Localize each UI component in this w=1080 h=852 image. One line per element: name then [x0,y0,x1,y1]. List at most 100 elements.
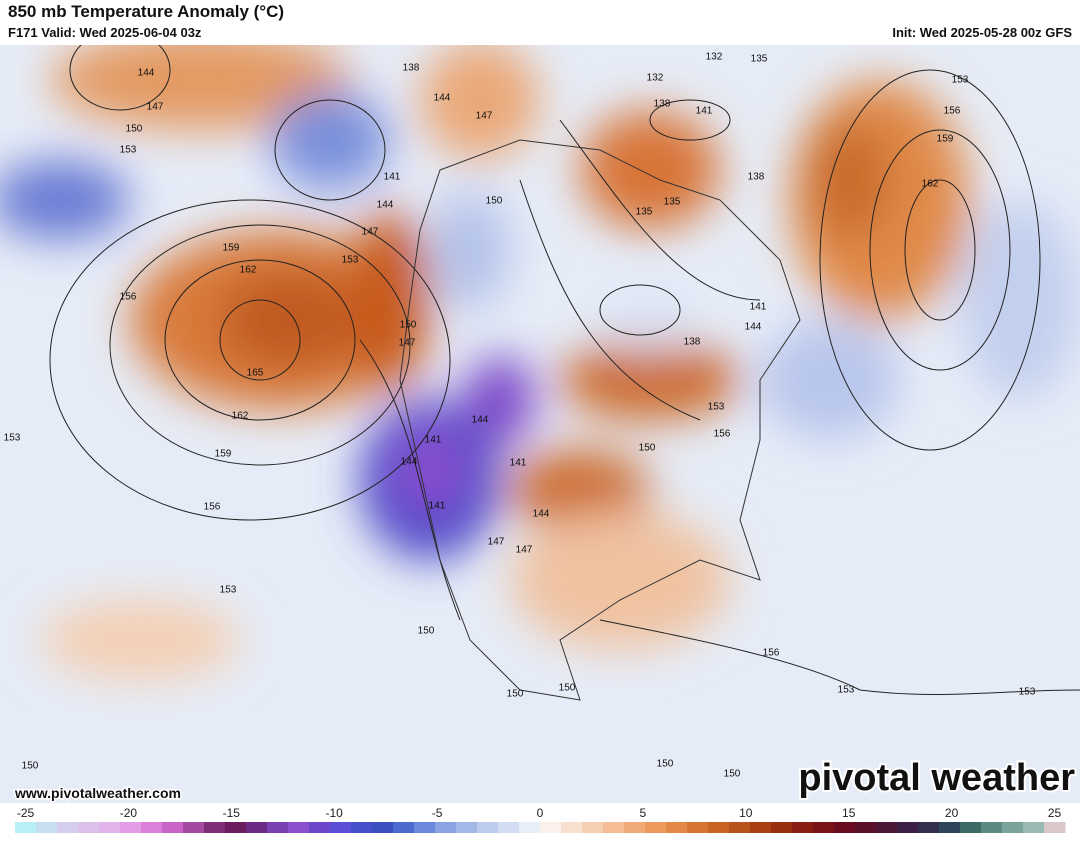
contour-label: 153 [4,433,21,444]
colorbar-swatch [771,822,793,833]
map [0,45,1080,803]
colorbar-swatch [288,822,310,833]
colorbar-swatch [687,822,709,833]
colorbar-swatch [1023,822,1045,833]
colorbar-swatch [540,822,562,833]
contour-label: 141 [429,501,446,512]
colorbar-swatch [372,822,394,833]
init-time: Init: Wed 2025-05-28 00z GFS [892,25,1072,40]
contour-label: 144 [533,509,550,520]
contour-label: 162 [240,265,257,276]
contour-label: 156 [763,648,780,659]
contour-label: 165 [247,368,264,379]
colorbar-swatch [855,822,877,833]
colorbar-swatch [519,822,541,833]
contour-label: 150 [418,626,435,637]
contour-label: 153 [952,75,969,86]
colorbar-swatch [246,822,268,833]
contour-label: 159 [937,134,954,145]
contour-label: 159 [223,243,240,254]
contour-label: 147 [399,338,416,349]
contour-label: 144 [138,68,155,79]
contour-label: 150 [22,761,39,772]
colorbar-swatch [78,822,100,833]
contour-label: 141 [696,106,713,117]
colorbar-swatch [57,822,79,833]
colorbar-swatch [624,822,646,833]
colorbar-swatch [414,822,436,833]
contour-label: 132 [706,52,723,63]
title: 850 mb Temperature Anomaly (°C) [8,2,284,21]
anomaly-field [0,45,1080,680]
colorbar-swatch [792,822,814,833]
colorbar-swatch [834,822,856,833]
contour-label: 144 [745,322,762,333]
contour-label: 156 [944,106,961,117]
colorbar-swatch [939,822,961,833]
contour-label: 141 [425,435,442,446]
colorbar-swatch [645,822,667,833]
colorbar-swatch [204,822,226,833]
colorbar-swatch [141,822,163,833]
colorbar-swatch [813,822,835,833]
contour-label: 153 [120,145,137,156]
contour-label: 135 [636,207,653,218]
colorbar-swatch [1002,822,1024,833]
colorbar-swatch [1044,822,1066,833]
contour-label: 153 [342,255,359,266]
contour-label: 144 [377,200,394,211]
colorbar-tick-label: -20 [120,806,138,820]
contour-label: 144 [401,457,418,468]
contour-label: 150 [559,683,576,694]
colorbar-tick-label: -25 [17,806,35,820]
contour-label: 150 [724,769,741,780]
colorbar-swatch [603,822,625,833]
contour-label: 156 [714,429,731,440]
contour-label: 144 [434,93,451,104]
contour-label: 144 [472,415,489,426]
contour-labels: 1441471501531381441471411441471501531591… [4,52,1036,780]
height-contours [49,45,1080,695]
colorbar-tick-label: 15 [842,806,856,820]
contour-label: 162 [232,411,249,422]
contour-label: 141 [510,458,527,469]
colorbar-swatch [15,822,37,833]
colorbar-swatch [477,822,499,833]
valid-time: F171 Valid: Wed 2025-06-04 03z [8,25,202,40]
colorbar-tick-label: 20 [945,806,959,820]
colorbar-swatch [162,822,184,833]
brand: pivotal weather [798,757,1075,799]
contour-label: 153 [708,402,725,413]
contour-label: 132 [647,73,664,84]
contour-label: 153 [220,585,237,596]
colorbar-tick-label: 0 [537,806,544,820]
colorbar-tick-label: 5 [640,806,647,820]
colorbar-swatch [876,822,898,833]
colorbar-swatch [99,822,121,833]
colorbar-swatch [393,822,415,833]
colorbar-swatch [456,822,478,833]
contour-label: 138 [403,63,420,74]
contour-label: 150 [657,759,674,770]
contour-label: 147 [147,102,164,113]
colorbar-swatch [351,822,373,833]
colorbar-swatch [729,822,751,833]
colorbar: -25 -20 -15 -10 -5 0 5 10 15 20 25 [15,806,1066,833]
colorbar-swatch [918,822,940,833]
contour-label: 147 [362,227,379,238]
colorbar-swatch [183,822,205,833]
contour-label: 150 [126,124,143,135]
colorbar-swatch [561,822,583,833]
contour-label: 150 [507,689,524,700]
colorbar-swatch [120,822,142,833]
colorbar-swatch [708,822,730,833]
contour-label: 138 [654,99,671,110]
contour-label: 156 [204,502,221,513]
contour-label: 153 [838,685,855,696]
colorbar-swatch [498,822,520,833]
colorbar-tick-label: 10 [739,806,753,820]
colorbar-swatch [960,822,982,833]
contour-label: 147 [488,537,505,548]
colorbar-tick-label: 25 [1048,806,1062,820]
